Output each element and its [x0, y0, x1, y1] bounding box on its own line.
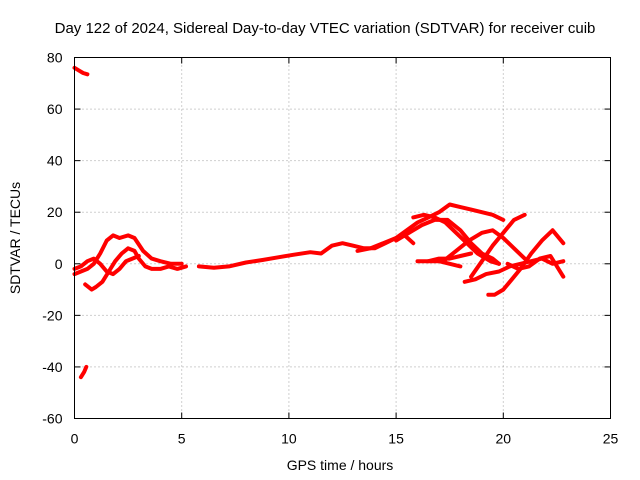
chart-title: Day 122 of 2024, Sidereal Day-to-day VTE…: [55, 20, 596, 37]
y-tick-label: 60: [47, 101, 63, 117]
y-tick-label: 80: [47, 50, 63, 66]
series-line-arc-2: [78, 364, 89, 380]
series-line-arc-16: [505, 254, 566, 279]
series-line-arc-12: [469, 212, 527, 279]
plot-frame: [74, 57, 611, 419]
x-tick-label: 15: [388, 431, 404, 447]
x-axis-label: GPS time / hours: [287, 457, 394, 473]
series-line-arc-7: [355, 202, 506, 253]
series-line-arc-3: [72, 233, 184, 277]
series-line-arc-4: [83, 246, 188, 292]
y-tick-label: -20: [42, 307, 62, 323]
series-line-arc-6: [196, 233, 416, 270]
axis-ticks: 0 5 10 15 20 25 -60 -40 -20 0 20 40 60 80: [42, 50, 618, 447]
series-line-arc-9: [411, 212, 501, 266]
y-tick-label: 40: [47, 153, 63, 169]
y-tick-label: -60: [42, 411, 62, 427]
y-axis-label: SDTVAR / TECUs: [7, 182, 23, 294]
series-line-arc-1: [72, 65, 90, 77]
y-tick-label: 20: [47, 204, 63, 220]
series-line-arc-15: [415, 259, 463, 269]
grid-lines: [74, 57, 611, 419]
x-tick-label: 0: [71, 431, 79, 447]
data-series: [72, 65, 566, 380]
x-tick-label: 25: [603, 431, 619, 447]
y-tick-label: -40: [42, 359, 62, 375]
x-tick-label: 5: [178, 431, 186, 447]
x-tick-label: 20: [496, 431, 512, 447]
series-line-arc-5: [72, 254, 141, 277]
series-line-arc-14: [462, 256, 566, 284]
series-line-arc-11: [441, 228, 527, 264]
x-tick-label: 10: [281, 431, 297, 447]
y-tick-label: 0: [55, 256, 63, 272]
